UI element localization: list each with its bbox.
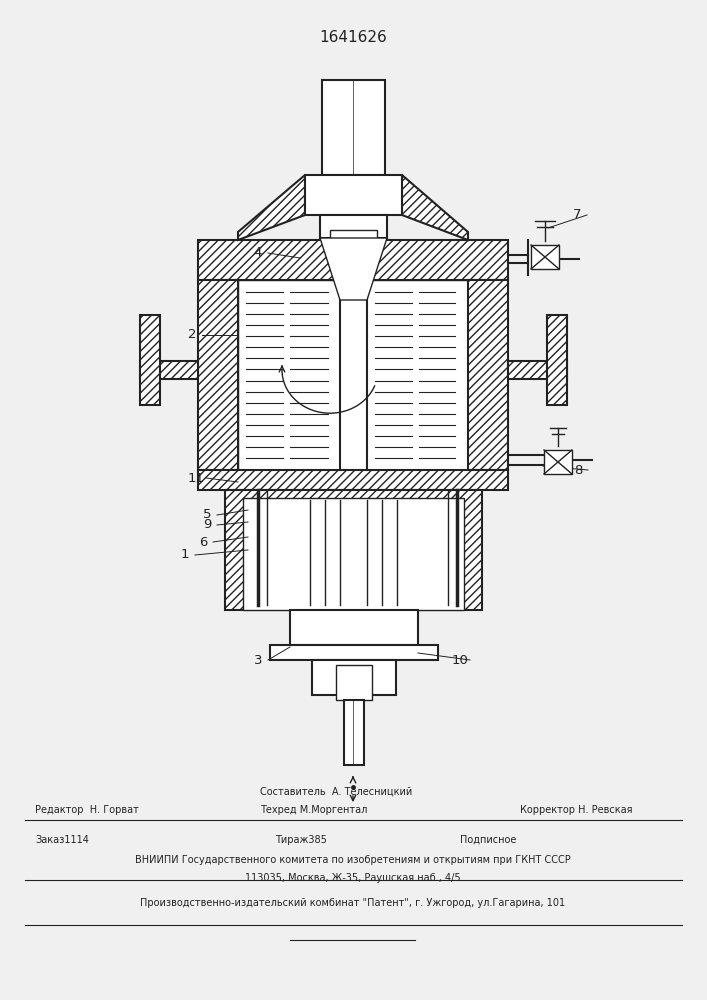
Bar (322, 80, 385, 175)
Text: Производственно-издательский комбинат "Патент", г. Ужгород, ул.Гагарина, 101: Производственно-издательский комбинат "П… (141, 898, 566, 908)
Text: Составитель  А. Телесницкий: Составитель А. Телесницкий (260, 787, 412, 797)
Text: Подписное: Подписное (460, 835, 516, 845)
Text: 7: 7 (573, 209, 581, 222)
Text: 1641626: 1641626 (319, 30, 387, 45)
Bar (544, 450, 572, 474)
Text: 11: 11 (187, 472, 204, 485)
Text: Редактор  Н. Горват: Редактор Н. Горват (35, 805, 139, 815)
Bar (270, 645, 438, 660)
Bar (508, 361, 567, 379)
Bar (198, 470, 508, 490)
Text: Корректор Н. Ревская: Корректор Н. Ревская (520, 805, 633, 815)
Text: 10: 10 (452, 654, 469, 666)
Bar (243, 498, 464, 610)
Polygon shape (402, 175, 468, 240)
Bar (198, 280, 238, 470)
Bar (225, 490, 482, 610)
Bar (344, 700, 364, 765)
Bar (140, 361, 198, 379)
Polygon shape (238, 175, 305, 240)
Bar (336, 665, 372, 700)
Bar (330, 230, 377, 250)
Bar (198, 240, 508, 280)
Polygon shape (320, 238, 387, 300)
Bar (468, 280, 508, 470)
Text: 3: 3 (254, 654, 262, 666)
Text: 5: 5 (203, 508, 211, 522)
Bar (312, 660, 396, 695)
Bar (290, 610, 418, 645)
Bar (320, 215, 387, 238)
Bar (531, 245, 559, 269)
Bar (140, 315, 160, 405)
Text: Техред М.Моргентал: Техред М.Моргентал (260, 805, 368, 815)
Text: 1: 1 (181, 548, 189, 562)
Bar (547, 315, 567, 405)
Text: 9: 9 (203, 518, 211, 532)
Text: Заказ1114: Заказ1114 (35, 835, 89, 845)
Text: Тираж385: Тираж385 (275, 835, 327, 845)
Bar (305, 175, 402, 215)
Text: 113035, Москва, Ж-35, Раушская наб., 4/5: 113035, Москва, Ж-35, Раушская наб., 4/5 (245, 873, 461, 883)
Text: 8: 8 (574, 464, 582, 477)
Text: 2: 2 (188, 328, 197, 342)
Text: 4: 4 (254, 246, 262, 259)
Text: ВНИИПИ Государственного комитета по изобретениям и открытиям при ГКНТ СССР: ВНИИПИ Государственного комитета по изоб… (135, 855, 571, 865)
Bar (238, 280, 468, 470)
Text: 6: 6 (199, 536, 207, 548)
